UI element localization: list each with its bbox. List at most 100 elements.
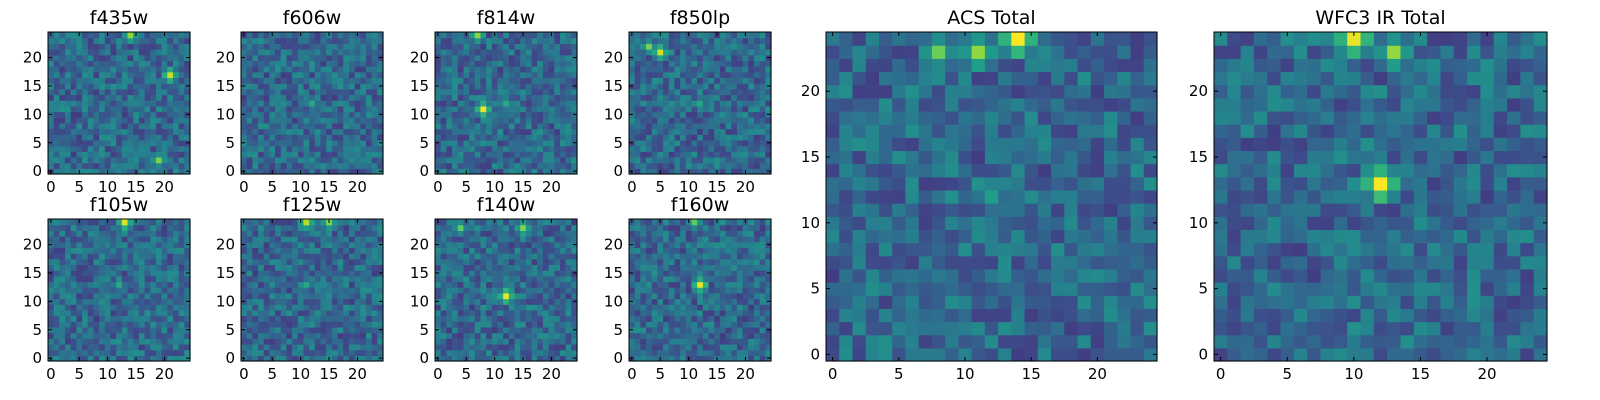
heatmap-cell xyxy=(753,156,761,164)
heatmap-cell xyxy=(70,139,77,147)
heatmap-cell xyxy=(337,281,344,288)
heatmap-cell xyxy=(457,117,464,124)
heatmap-cell xyxy=(714,54,721,61)
heatmap-cell xyxy=(629,332,636,339)
heatmap-cell xyxy=(161,162,168,169)
heatmap-cell xyxy=(497,117,504,124)
heatmap-cell xyxy=(263,326,270,334)
heatmap-cell xyxy=(508,94,516,101)
heatmap-cell xyxy=(542,122,550,130)
heatmap-cell xyxy=(354,349,361,356)
heatmap-cell xyxy=(133,117,140,124)
heatmap-cell xyxy=(463,253,470,260)
heatmap-cell xyxy=(469,66,476,73)
heatmap-cell xyxy=(668,71,676,79)
heatmap-cell xyxy=(59,94,66,101)
heatmap-cell xyxy=(99,66,106,73)
heatmap-cell xyxy=(348,224,356,231)
heatmap-cell xyxy=(559,247,567,254)
heatmap-cell xyxy=(486,100,493,107)
heatmap-cell xyxy=(354,332,361,339)
heatmap-cell xyxy=(497,145,504,152)
heatmap-cell xyxy=(70,134,77,141)
heatmap-cell xyxy=(53,134,60,141)
heatmap-cell xyxy=(354,275,361,283)
heatmap-cell xyxy=(748,275,755,283)
heatmap-cell xyxy=(753,338,761,345)
heatmap-cell xyxy=(646,49,653,56)
heatmap-cell xyxy=(303,168,310,175)
heatmap-cell xyxy=(559,281,567,288)
heatmap-cell xyxy=(280,168,288,175)
heatmap-cell xyxy=(178,94,185,101)
heatmap-cell xyxy=(520,321,527,328)
heatmap-cell xyxy=(59,236,66,243)
heatmap-cell xyxy=(303,54,310,61)
heatmap-cell xyxy=(70,326,77,334)
x-tick-label: 20 xyxy=(155,365,174,383)
heatmap-cell xyxy=(565,128,572,135)
heatmap-cell xyxy=(508,253,516,260)
heatmap-cell xyxy=(241,156,248,164)
heatmap-cell xyxy=(82,32,89,39)
heatmap-cell xyxy=(731,105,738,113)
heatmap-cell xyxy=(474,145,482,152)
heatmap-cell xyxy=(725,37,732,44)
heatmap-cell xyxy=(725,88,732,96)
heatmap-cell xyxy=(440,304,447,311)
heatmap-cell xyxy=(184,94,191,101)
heatmap-cell xyxy=(463,77,470,84)
heatmap-cell xyxy=(280,258,288,266)
y-tick-label: 5 xyxy=(32,321,42,339)
heatmap-cell xyxy=(435,281,442,288)
heatmap-cell xyxy=(99,219,106,226)
heatmap-cell xyxy=(263,49,270,56)
heatmap-cell xyxy=(314,292,322,300)
heatmap-cell xyxy=(668,338,676,345)
heatmap-cell xyxy=(554,145,561,152)
heatmap-cell xyxy=(537,111,544,118)
heatmap-cell xyxy=(657,315,664,322)
heatmap-cell xyxy=(725,60,732,67)
heatmap-cell xyxy=(292,236,299,243)
heatmap-cell xyxy=(565,349,572,356)
heatmap-cell xyxy=(446,156,453,164)
heatmap-cell xyxy=(116,219,123,226)
heatmap-cell xyxy=(127,83,134,90)
heatmap-cell xyxy=(303,355,310,362)
heatmap-cell xyxy=(167,292,174,300)
heatmap-cell xyxy=(525,43,533,50)
heatmap-cell xyxy=(371,105,378,113)
heatmap-cell xyxy=(663,49,670,56)
heatmap-cell xyxy=(365,77,373,84)
heatmap-cell xyxy=(314,151,322,158)
panel-title: f125w xyxy=(283,194,342,216)
heatmap-cell xyxy=(252,230,259,237)
heatmap-cell xyxy=(127,349,134,356)
heatmap-cell xyxy=(725,309,732,317)
heatmap-cell xyxy=(292,151,299,158)
heatmap-cell xyxy=(263,100,270,107)
heatmap-cell xyxy=(634,60,641,67)
heatmap-cell xyxy=(554,54,561,61)
heatmap-cell xyxy=(525,349,533,356)
heatmap-cell xyxy=(474,224,482,231)
heatmap-cell xyxy=(486,168,493,175)
heatmap-cell xyxy=(184,304,191,311)
heatmap-cell xyxy=(337,117,344,124)
heatmap-cell xyxy=(76,128,83,135)
heatmap-cell xyxy=(565,139,572,147)
heatmap-cell xyxy=(725,275,732,283)
heatmap-cell xyxy=(542,111,550,118)
heatmap-cell xyxy=(269,315,276,322)
heatmap-cell xyxy=(246,247,253,254)
heatmap-cell xyxy=(731,321,738,328)
heatmap-cell xyxy=(542,151,550,158)
heatmap-cell xyxy=(457,71,464,79)
heatmap-cell xyxy=(155,117,163,124)
heatmap-cell xyxy=(99,83,106,90)
heatmap-cell xyxy=(674,162,681,169)
heatmap-cell xyxy=(736,128,744,135)
heatmap-cell xyxy=(765,292,772,300)
heatmap-cell xyxy=(736,105,744,113)
